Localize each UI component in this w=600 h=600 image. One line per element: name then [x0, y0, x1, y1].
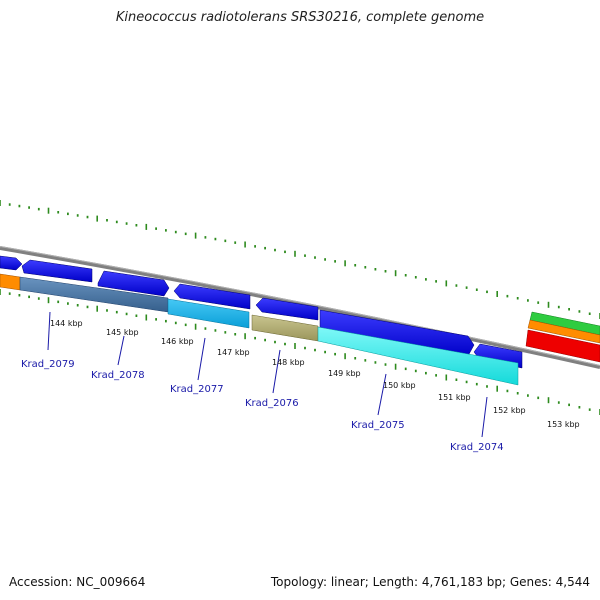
kbp-label: 147 kbp	[217, 348, 250, 357]
gene-label-krad-2078[interactable]: Krad_2078	[91, 370, 145, 381]
gene-arrow[interactable]	[97, 270, 170, 297]
gene-label-krad-2076[interactable]: Krad_2076	[245, 398, 299, 409]
accession-text: Accession: NC_009664	[9, 575, 146, 589]
kbp-label: 145 kbp	[106, 328, 139, 337]
gene-label-krad-2079[interactable]: Krad_2079	[21, 359, 75, 370]
cds-bar-red[interactable]	[525, 329, 600, 363]
gene-arrow[interactable]	[0, 255, 23, 271]
kbp-label: 148 kbp	[272, 358, 305, 367]
kbp-label: 150 kbp	[383, 381, 416, 390]
cds-bar-orange[interactable]	[527, 319, 600, 344]
backbone-line	[0, 246, 600, 369]
gene-arrow[interactable]	[173, 283, 251, 310]
gene-pointer-lines	[47, 311, 488, 438]
right-strand-bars	[525, 311, 600, 363]
cds-bar-lightcyan[interactable]	[317, 326, 519, 386]
kbp-label: 151 kbp	[438, 393, 471, 402]
cds-bars	[0, 273, 519, 386]
topology-text: Topology: linear; Length: 4,761,183 bp; …	[270, 575, 590, 589]
map-title: Kineococcus radiotolerans SRS30216, comp…	[115, 10, 485, 25]
gene-labels: Krad_2079 Krad_2078 Krad_2077 Krad_2076 …	[21, 359, 504, 453]
upper-scale-ticks	[0, 200, 600, 319]
cds-bar-orange[interactable]	[0, 273, 21, 291]
kbp-label: 149 kbp	[328, 369, 361, 378]
kbp-label: 153 kbp	[547, 420, 580, 429]
cds-bar-olive[interactable]	[251, 314, 319, 342]
gene-arrow[interactable]	[21, 259, 93, 283]
forward-strand-genes	[0, 255, 523, 369]
kbp-label: 146 kbp	[161, 337, 194, 346]
lower-scale-ticks	[0, 289, 600, 415]
gene-label-krad-2075[interactable]: Krad_2075	[351, 420, 405, 431]
cds-bar-cyan[interactable]	[167, 298, 250, 329]
kbp-label: 144 kbp	[50, 319, 83, 328]
gene-label-krad-2077[interactable]: Krad_2077	[170, 384, 224, 395]
cds-bar-green[interactable]	[529, 311, 600, 336]
kbp-scale-labels: 144 kbp 145 kbp 146 kbp 147 kbp 148 kbp …	[50, 319, 580, 429]
kbp-label: 152 kbp	[493, 406, 526, 415]
gene-arrow[interactable]	[255, 297, 319, 321]
gene-label-krad-2074[interactable]: Krad_2074	[450, 442, 504, 453]
